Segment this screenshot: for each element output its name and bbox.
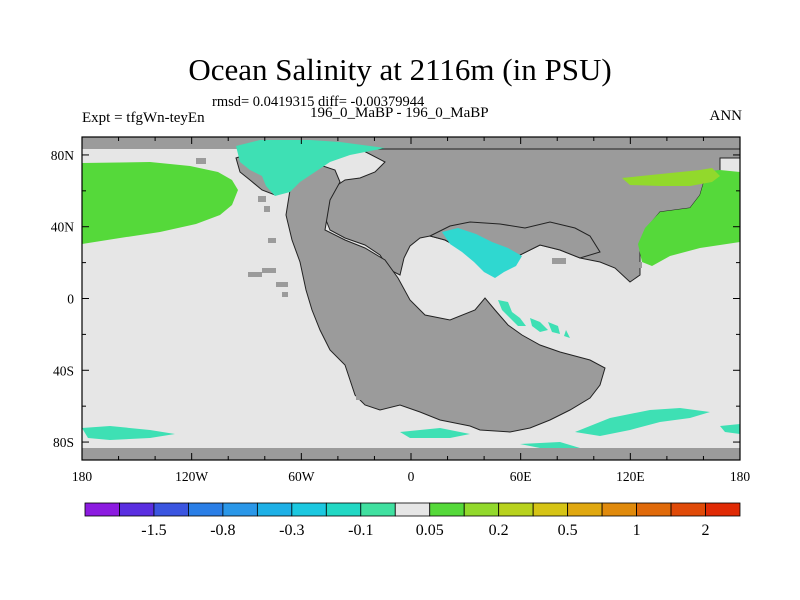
colorbar-label: -1.5 (141, 522, 166, 539)
colorbar: -1.5 -0.8 -0.3 -0.1 0.05 0.2 0.5 1 2 (84, 502, 741, 539)
island-10 (552, 258, 566, 264)
anomaly-southern-ocean-5 (720, 424, 740, 434)
colorbar-label: 0.2 (489, 522, 509, 539)
island-7 (264, 206, 270, 212)
period-label: 196_0_MaBP - 196_0_MaBP (310, 105, 489, 121)
colorbar-label: 0.5 (558, 522, 578, 539)
island-2 (262, 268, 276, 273)
y-tick-label: 0 (67, 292, 74, 307)
colorbar-label: 2 (702, 522, 710, 539)
colorbar-swatch (463, 502, 500, 517)
colorbar-swatch (498, 502, 534, 517)
x-tick-label: 60W (288, 469, 315, 484)
colorbar-swatch (705, 502, 741, 517)
colorbar-swatch (394, 502, 431, 517)
colorbar-swatch (636, 502, 672, 517)
x-tick-label: 120E (616, 469, 645, 484)
colorbar-swatch (188, 502, 224, 517)
y-tick-label: 40S (53, 363, 74, 378)
land-pangea-south (285, 164, 606, 433)
anomaly-nw-tethys (622, 168, 720, 186)
y-tick-label: 40N (51, 220, 75, 235)
experiment-label: Expt = tfgWn-teyEn (82, 110, 205, 126)
x-tick-label: 0 (408, 469, 415, 484)
anomaly-tethys-islands (498, 300, 570, 338)
colorbar-swatch (153, 502, 189, 517)
island-6 (258, 196, 266, 202)
colorbar-swatch (222, 502, 258, 517)
y-tick-label: 80N (51, 148, 75, 163)
colorbar-swatch (256, 502, 293, 517)
colorbar-swatch (119, 502, 155, 517)
island-4 (282, 292, 288, 297)
colorbar-swatch (84, 502, 120, 517)
island-9 (632, 262, 642, 268)
island-1 (248, 272, 262, 277)
anomaly-southern-ocean-3 (520, 442, 580, 448)
x-tick-label: 60E (510, 469, 532, 484)
colorbar-label: -0.8 (210, 522, 235, 539)
x-tick-label: 180 (730, 469, 751, 484)
anomaly-east-asia (622, 170, 740, 266)
island-8 (196, 158, 206, 164)
colorbar-swatch (291, 502, 327, 517)
island-5 (268, 238, 276, 243)
x-tick-label: 180 (72, 469, 93, 484)
island-3 (276, 282, 288, 287)
x-tick-label: 120W (175, 469, 208, 484)
colorbar-swatch (670, 502, 706, 517)
anomaly-arctic (236, 140, 385, 196)
colorbar-label: -0.3 (279, 522, 304, 539)
colorbar-swatch (601, 502, 637, 517)
colorbar-swatch (532, 502, 569, 517)
anomaly-north-pacific (82, 162, 238, 244)
colorbar-swatch (429, 502, 465, 517)
anomaly-southern-ocean-2 (400, 428, 470, 438)
anomaly-tethys (442, 228, 522, 278)
y-tick-label: 80S (53, 435, 74, 450)
anomaly-southern-ocean-1 (82, 426, 175, 440)
colorbar-swatch (567, 502, 603, 517)
colorbar-swatch (325, 502, 362, 517)
colorbar-label: 0.05 (416, 522, 444, 539)
axis-ticks: 180 120W 60W 0 60E 120E 180 80N 40N 0 40S 80S (51, 137, 751, 484)
chart-title: Ocean Salinity at 2116m (in PSU) (188, 52, 612, 87)
island-11 (356, 392, 368, 400)
stats-text: rmsd= 0.0419315 diff= -0.00379944 (212, 94, 425, 110)
season-label: ANN (709, 108, 743, 124)
colorbar-label: 1 (633, 522, 641, 539)
colorbar-swatch (360, 502, 396, 517)
colorbar-label: -0.1 (348, 522, 373, 539)
anomaly-southern-ocean-4 (575, 408, 710, 436)
